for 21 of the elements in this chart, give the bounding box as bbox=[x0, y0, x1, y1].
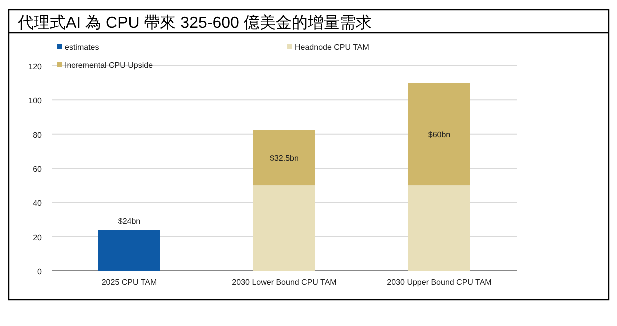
y-tick-label: 100 bbox=[28, 96, 43, 106]
data-label: $32.5bn bbox=[270, 154, 299, 163]
y-tick-label: 60 bbox=[33, 165, 43, 174]
y-tick-label: 40 bbox=[33, 199, 43, 208]
y-tick-label: 0 bbox=[38, 268, 43, 276]
legend-label: Incremental CPU Upside bbox=[65, 61, 154, 70]
y-tick-label: 80 bbox=[33, 130, 43, 140]
bar bbox=[254, 186, 316, 271]
data-label: $60bn bbox=[428, 130, 451, 140]
bar bbox=[408, 186, 470, 271]
legend-label: Headnode CPU TAM bbox=[295, 43, 370, 52]
x-tick-label: 2025 CPU TAM bbox=[102, 278, 158, 287]
data-label: $24bn bbox=[118, 217, 141, 226]
x-tick-label: 2030 Upper Bound CPU TAM bbox=[387, 278, 492, 287]
bar bbox=[254, 130, 316, 186]
x-tick-label: 2030 Lower Bound CPU TAM bbox=[232, 278, 338, 287]
legend-label: estimates bbox=[65, 43, 100, 52]
bar bbox=[408, 83, 470, 186]
title: 代理式AI 為 CPU 帶來 325-600 億美金的增量需求 bbox=[18, 15, 372, 32]
y-tick-label: 120 bbox=[28, 62, 43, 72]
y-tick-label: 20 bbox=[33, 233, 43, 242]
